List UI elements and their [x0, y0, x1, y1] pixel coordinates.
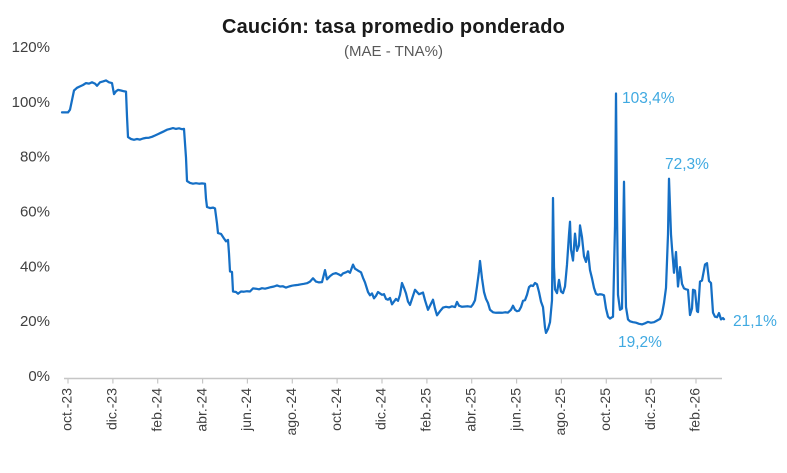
y-tick-label: 0% [28, 368, 50, 385]
y-tick-label: 60% [20, 203, 50, 220]
x-tick-label: oct.-23 [59, 388, 75, 431]
x-tick-label: abr.-24 [193, 388, 209, 432]
x-tick-label: jun.-24 [238, 388, 254, 432]
y-tick-label: 20% [20, 313, 50, 330]
x-tick-label: feb.-25 [418, 388, 434, 432]
x-tick-label: dic.-24 [373, 388, 389, 430]
value-annotation: 21,1% [733, 313, 777, 330]
chart-title: Caución: tasa promedio ponderado [221, 16, 566, 38]
x-tick-label: ago.-24 [283, 388, 299, 436]
value-annotation: 72,3% [665, 156, 709, 173]
value-annotation: 103,4% [622, 90, 675, 107]
y-tick-label: 100% [12, 94, 50, 111]
x-tick-label: ago.-25 [552, 388, 568, 436]
y-tick-label: 40% [20, 258, 50, 275]
x-tick-label: oct.-25 [597, 388, 613, 431]
x-tick-label: feb.-26 [687, 388, 703, 432]
y-tick-label: 80% [20, 149, 50, 166]
x-tick-label: dic.-25 [642, 388, 658, 430]
x-tick-label: oct.-24 [328, 388, 344, 431]
series-line [60, 79, 726, 335]
chart-subtitle: (MAE - TNA%) [344, 43, 443, 60]
x-tick-label: dic.-23 [104, 388, 120, 430]
y-tick-label: 120% [12, 39, 50, 56]
x-tick-label: abr.-25 [462, 388, 478, 432]
x-tick-label: jun.-25 [507, 388, 523, 432]
x-tick-label: feb.-24 [148, 388, 164, 432]
value-annotation: 19,2% [618, 334, 662, 351]
